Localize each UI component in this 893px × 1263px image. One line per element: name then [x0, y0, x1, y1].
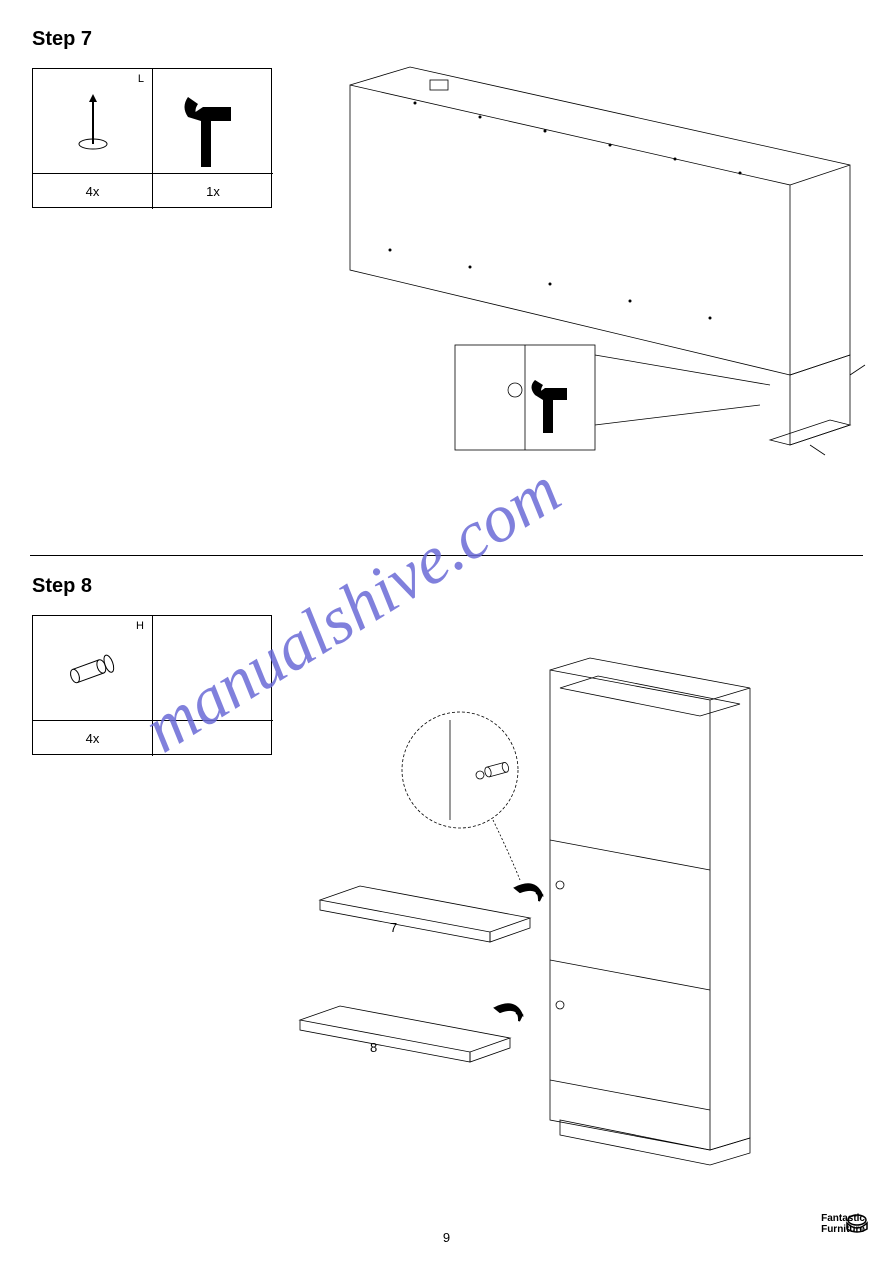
hammer-icon: [153, 69, 273, 174]
shelf-label-2: 8: [370, 1040, 377, 1055]
step7-qty-1: 4x: [33, 174, 153, 209]
step7-diagram: [290, 45, 870, 525]
nail-icon: [33, 69, 153, 174]
step7-qty-2: 1x: [153, 174, 273, 209]
page-number: 9: [443, 1230, 450, 1245]
step8-cell-1: H: [33, 616, 153, 721]
step8-diagram: [220, 640, 800, 1200]
step8-part1-id: H: [136, 620, 144, 632]
brand-logo: Fantastic Furniture: [821, 1213, 865, 1235]
step7-title: Step 7: [32, 28, 92, 51]
dowel-icon: [33, 616, 153, 721]
step8-title: Step 8: [32, 575, 92, 598]
step7-parts-box: L 4x 1x: [32, 68, 272, 208]
shelf-label-1: 7: [390, 920, 397, 935]
step-divider: [30, 555, 863, 556]
step7-cell-2: [153, 69, 273, 174]
step8-qty-1: 4x: [33, 721, 153, 756]
step7-part1-id: L: [138, 73, 144, 85]
logo-icon: [843, 1213, 871, 1235]
step7-cell-1: L: [33, 69, 153, 174]
